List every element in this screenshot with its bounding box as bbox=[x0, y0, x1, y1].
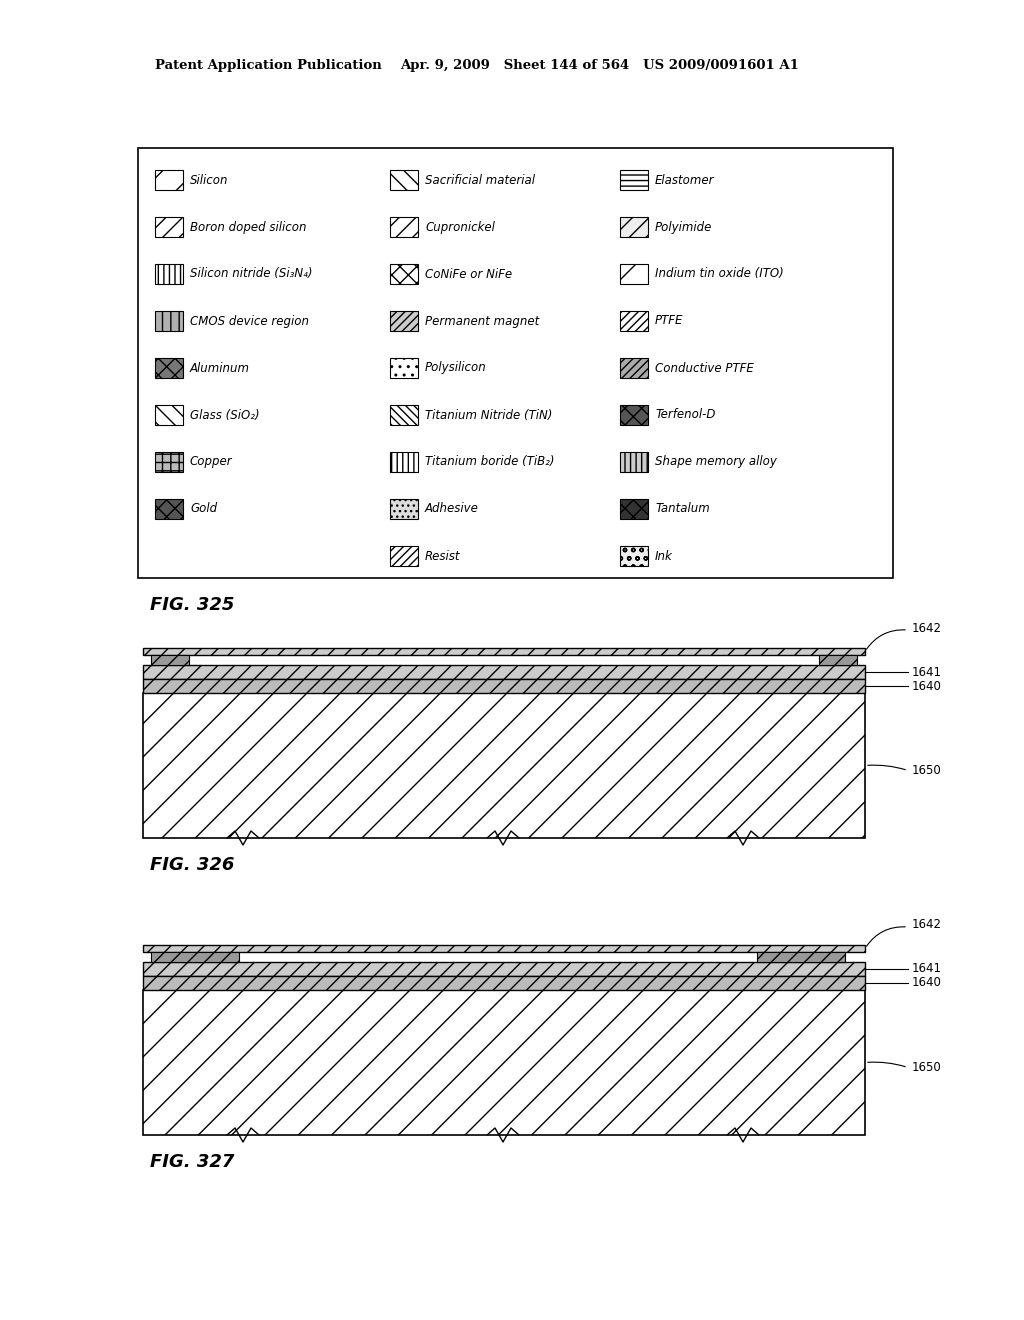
Bar bbox=[620, 405, 648, 425]
Text: FIG. 326: FIG. 326 bbox=[150, 855, 234, 874]
Bar bbox=[390, 216, 418, 238]
Bar bbox=[143, 945, 865, 952]
Bar bbox=[390, 264, 418, 284]
Bar bbox=[155, 451, 183, 473]
Bar bbox=[620, 451, 648, 473]
Bar bbox=[390, 170, 418, 190]
Text: PTFE: PTFE bbox=[655, 314, 683, 327]
Bar bbox=[390, 405, 418, 425]
Text: Permanent magnet: Permanent magnet bbox=[425, 314, 540, 327]
Text: Elastomer: Elastomer bbox=[655, 173, 715, 186]
Bar bbox=[155, 358, 183, 378]
Bar bbox=[390, 358, 418, 378]
Text: Patent Application Publication: Patent Application Publication bbox=[155, 59, 382, 73]
Text: 1642: 1642 bbox=[912, 622, 942, 635]
Bar bbox=[620, 499, 648, 519]
Text: Terfenol-D: Terfenol-D bbox=[655, 408, 716, 421]
Text: Boron doped silicon: Boron doped silicon bbox=[190, 220, 306, 234]
Bar bbox=[155, 216, 183, 238]
Text: Adhesive: Adhesive bbox=[425, 503, 479, 516]
Text: Cupronickel: Cupronickel bbox=[425, 220, 495, 234]
Text: 1642: 1642 bbox=[912, 919, 942, 932]
Bar bbox=[620, 546, 648, 566]
Text: Polyimide: Polyimide bbox=[655, 220, 713, 234]
Bar bbox=[151, 952, 239, 962]
Bar bbox=[757, 952, 845, 962]
Text: Sacrificial material: Sacrificial material bbox=[425, 173, 535, 186]
Text: Conductive PTFE: Conductive PTFE bbox=[655, 362, 754, 375]
Bar bbox=[143, 648, 865, 655]
Text: 1640: 1640 bbox=[912, 680, 942, 693]
Bar bbox=[155, 264, 183, 284]
Bar bbox=[138, 148, 893, 578]
Text: Tantalum: Tantalum bbox=[655, 503, 710, 516]
Bar bbox=[143, 990, 865, 1135]
Bar bbox=[151, 655, 189, 665]
Bar bbox=[620, 264, 648, 284]
Bar bbox=[155, 170, 183, 190]
Text: CMOS device region: CMOS device region bbox=[190, 314, 309, 327]
Bar bbox=[620, 358, 648, 378]
Bar bbox=[143, 693, 865, 838]
Text: FIG. 327: FIG. 327 bbox=[150, 1152, 234, 1171]
Bar bbox=[390, 451, 418, 473]
Text: Silicon: Silicon bbox=[190, 173, 228, 186]
Text: Apr. 9, 2009   Sheet 144 of 564   US 2009/0091601 A1: Apr. 9, 2009 Sheet 144 of 564 US 2009/00… bbox=[400, 59, 799, 73]
Text: FIG. 325: FIG. 325 bbox=[150, 597, 234, 614]
Bar bbox=[390, 312, 418, 331]
Bar bbox=[155, 312, 183, 331]
Text: Titanium Nitride (TiN): Titanium Nitride (TiN) bbox=[425, 408, 552, 421]
Bar bbox=[390, 546, 418, 566]
Text: Silicon nitride (Si₃N₄): Silicon nitride (Si₃N₄) bbox=[190, 268, 312, 281]
Text: Indium tin oxide (ITO): Indium tin oxide (ITO) bbox=[655, 268, 783, 281]
Text: Titanium boride (TiB₂): Titanium boride (TiB₂) bbox=[425, 455, 555, 469]
Text: Polysilicon: Polysilicon bbox=[425, 362, 486, 375]
Text: Copper: Copper bbox=[190, 455, 232, 469]
Text: 1650: 1650 bbox=[912, 764, 942, 777]
Bar bbox=[155, 499, 183, 519]
Bar bbox=[620, 216, 648, 238]
Text: 1640: 1640 bbox=[912, 977, 942, 990]
Text: Glass (SiO₂): Glass (SiO₂) bbox=[190, 408, 260, 421]
Text: Ink: Ink bbox=[655, 549, 673, 562]
Bar bbox=[143, 962, 865, 975]
Bar bbox=[143, 678, 865, 693]
Text: CoNiFe or NiFe: CoNiFe or NiFe bbox=[425, 268, 512, 281]
Text: 1650: 1650 bbox=[912, 1061, 942, 1074]
Bar bbox=[390, 499, 418, 519]
Text: Aluminum: Aluminum bbox=[190, 362, 250, 375]
Bar bbox=[143, 665, 865, 678]
Text: Gold: Gold bbox=[190, 503, 217, 516]
Bar bbox=[155, 405, 183, 425]
Bar bbox=[143, 975, 865, 990]
Text: 1641: 1641 bbox=[912, 665, 942, 678]
Text: Shape memory alloy: Shape memory alloy bbox=[655, 455, 777, 469]
Text: 1641: 1641 bbox=[912, 962, 942, 975]
Text: Resist: Resist bbox=[425, 549, 461, 562]
Bar bbox=[620, 312, 648, 331]
Bar bbox=[819, 655, 857, 665]
Bar bbox=[620, 170, 648, 190]
